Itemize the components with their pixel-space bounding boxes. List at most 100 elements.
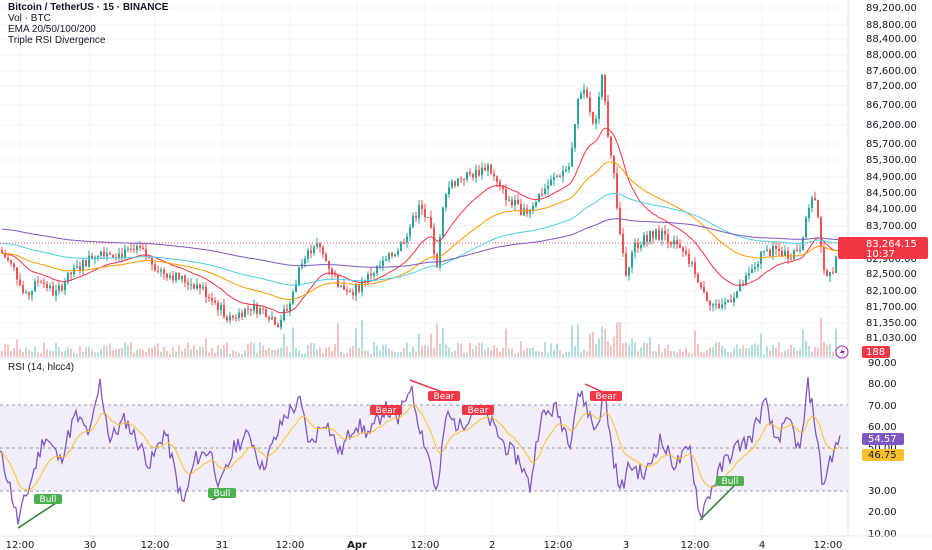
volume-bar (58, 347, 60, 357)
candle-body (652, 231, 654, 239)
volume-bar (187, 342, 189, 357)
volume-bar (796, 350, 798, 357)
volume-bar (835, 328, 837, 357)
volume-bar (400, 352, 402, 357)
current-price-badge[interactable] (838, 237, 928, 259)
candle-body (82, 260, 84, 271)
volume-bar (595, 343, 597, 357)
time-axis-label: 12:00 (814, 540, 843, 550)
current-price-value: 83,264.15 (866, 239, 917, 250)
volume-bar (532, 347, 534, 357)
candle-body (835, 256, 837, 273)
legend-ema[interactable]: EMA 20/50/100/200 (8, 24, 96, 35)
bull-label: Bull (40, 495, 57, 505)
legend-symbol[interactable]: Bitcoin / TetherUS · 15 · BINANCE (8, 2, 169, 13)
volume-bar (298, 350, 300, 357)
bull-label: Bull (214, 489, 231, 499)
volume-bar (247, 343, 249, 357)
candle-body (166, 273, 168, 278)
volume-bar (196, 349, 198, 357)
candle-body (199, 284, 201, 289)
volume-bar (418, 333, 420, 357)
candle-body (7, 257, 9, 261)
volume-bar (331, 351, 333, 357)
volume-bar (433, 347, 435, 357)
price-axis[interactable]: 89,200.00 88,800.00 88,400.00 88,000.00 87,6… (835, 0, 932, 550)
volume-bar (736, 344, 738, 357)
bull-label-box (208, 488, 236, 498)
candle-body (310, 250, 312, 254)
candle-body (34, 281, 36, 291)
volume-bar (478, 342, 480, 357)
legend-volume[interactable]: Vol · BTC (8, 13, 51, 24)
time-axis[interactable]: 12:00 30 12:00 31 12:00 Apr 12:00 2 12:00 3 12:00 4… (0, 535, 932, 550)
volume-bar (106, 346, 108, 357)
candle-body (25, 292, 27, 294)
volume-bar (139, 348, 141, 357)
rsi-ma-line (0, 404, 841, 491)
volume-bar (526, 348, 528, 357)
volume-bar (634, 342, 636, 357)
time-axis-label: 12:00 (681, 540, 710, 550)
volume-bar (37, 352, 39, 357)
volume-bar (730, 352, 732, 357)
volume-bar (244, 350, 246, 357)
time-axis-label: 12:00 (411, 540, 440, 550)
candle-body (268, 316, 270, 320)
volume-bar (457, 342, 459, 357)
candle-body (793, 250, 795, 259)
candle-body (226, 316, 228, 321)
candle-body (655, 229, 657, 239)
candle-body (385, 259, 387, 261)
candle-body (52, 285, 54, 296)
candle-body (280, 319, 282, 328)
candle-body (484, 167, 486, 171)
volume-bar (802, 329, 804, 357)
volume-bar (535, 350, 537, 357)
rsi-value: 54.57 (868, 434, 897, 445)
volume-bar (745, 348, 747, 357)
volume-bar (415, 351, 417, 357)
volume-bar (250, 342, 252, 357)
bear-divergence-line (409, 379, 446, 394)
candle-body (601, 74, 603, 97)
candle-body (490, 164, 492, 174)
legend-rsi[interactable]: RSI (14, hlcc4) (8, 362, 75, 373)
volume-bar (283, 333, 285, 357)
volume-bar (277, 349, 279, 357)
legend-divergence[interactable]: Triple RSI Divergence (8, 35, 106, 46)
volume-bar (133, 353, 135, 357)
candle-body (421, 204, 423, 210)
volume-bar (775, 347, 777, 357)
volume-bar (556, 343, 558, 357)
candle-body (376, 266, 378, 274)
candle-body (436, 253, 438, 268)
candle-body (463, 178, 465, 180)
candle-body (202, 286, 204, 289)
volume-badge-value: 188 (866, 347, 885, 358)
candle-body (658, 229, 660, 240)
rsi-axis-label: 20.00 (868, 507, 897, 518)
volume-bar (16, 339, 18, 357)
volume-bar (262, 345, 264, 357)
volume-bar (373, 342, 375, 357)
volume-bar (124, 342, 126, 357)
volume-bar (52, 350, 54, 357)
volume-bar (451, 352, 453, 357)
bear-label: Bear (468, 406, 489, 416)
volume-bar (574, 345, 576, 357)
volume-bar (763, 353, 765, 357)
volume-bar (223, 344, 225, 357)
candle-body (481, 167, 483, 176)
candle-body (706, 292, 708, 301)
volume-bar (232, 350, 234, 357)
candle-body (460, 178, 462, 180)
price-axis-label: 82,100.00 (866, 286, 917, 297)
candle-body (685, 251, 687, 254)
volume-bar (643, 342, 645, 357)
volume-bar (211, 347, 213, 357)
candle-body (502, 186, 504, 190)
price-axis-label: 87,600.00 (866, 66, 917, 77)
bull-label-box (34, 494, 62, 504)
